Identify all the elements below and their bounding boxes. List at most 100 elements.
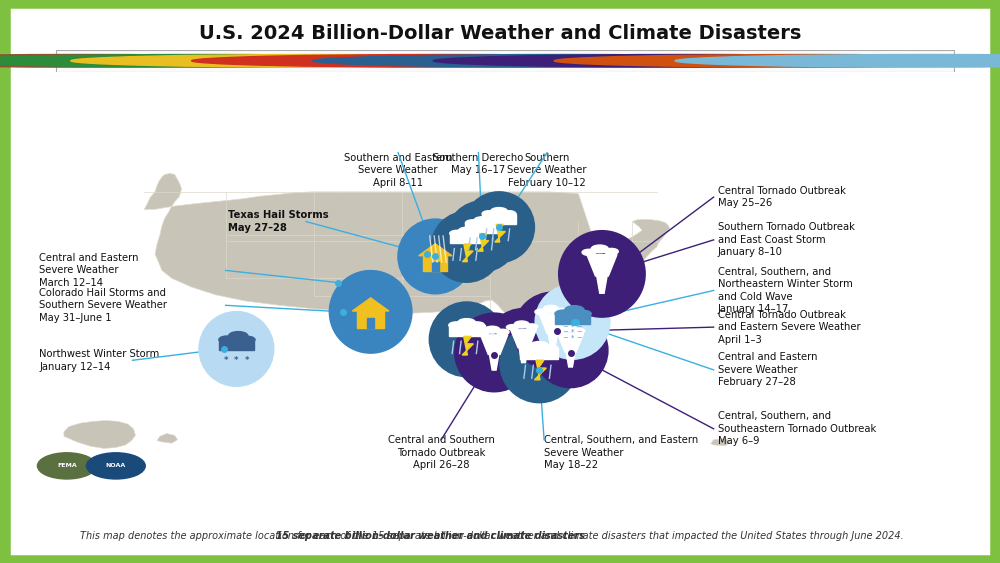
Circle shape <box>553 329 565 334</box>
Polygon shape <box>489 354 499 370</box>
Text: Flooding: Flooding <box>215 56 251 65</box>
Polygon shape <box>711 439 730 446</box>
Circle shape <box>450 230 464 236</box>
Circle shape <box>470 322 485 329</box>
Text: Southern Derecho
May 16–17: Southern Derecho May 16–17 <box>433 153 524 175</box>
Polygon shape <box>157 434 178 443</box>
Text: 15 separate billion-dollar weather and climate disasters: 15 separate billion-dollar weather and c… <box>80 531 585 541</box>
Polygon shape <box>587 254 617 276</box>
Circle shape <box>240 336 255 343</box>
Text: This map denotes the approximate location for each of the 15 separate billion-do: This map denotes the approximate locatio… <box>80 531 904 541</box>
Text: Southern Tornado Outbreak
and East Coast Storm
January 8–10: Southern Tornado Outbreak and East Coast… <box>718 222 854 257</box>
Text: Southern and Eastern
Severe Weather
April 8–11: Southern and Eastern Severe Weather Apri… <box>344 153 452 187</box>
Circle shape <box>530 342 549 350</box>
Text: Northwest Winter Storm
January 12–14: Northwest Winter Storm January 12–14 <box>39 349 160 372</box>
Text: F: F <box>550 327 556 337</box>
Polygon shape <box>510 329 537 348</box>
Text: ⚠: ⚠ <box>489 347 499 358</box>
Polygon shape <box>534 360 546 380</box>
Text: F: F <box>491 347 497 358</box>
Circle shape <box>86 453 145 479</box>
FancyBboxPatch shape <box>449 325 485 336</box>
Circle shape <box>229 332 248 340</box>
Ellipse shape <box>199 312 274 386</box>
Circle shape <box>502 211 516 217</box>
Ellipse shape <box>447 201 518 272</box>
Polygon shape <box>519 348 528 363</box>
Text: ☂: ☂ <box>490 343 498 354</box>
Circle shape <box>433 55 937 67</box>
Text: Colorado Hail Storms and
Southern Severe Weather
May 31–June 1: Colorado Hail Storms and Southern Severe… <box>39 288 167 323</box>
Text: F: F <box>521 341 526 350</box>
Polygon shape <box>462 244 473 262</box>
Ellipse shape <box>431 212 502 282</box>
Circle shape <box>675 55 1000 67</box>
FancyBboxPatch shape <box>219 338 254 350</box>
Text: Central Tornado Outbreak
and Eastern Severe Weather
April 1–3: Central Tornado Outbreak and Eastern Sev… <box>718 310 860 345</box>
Circle shape <box>0 55 333 67</box>
Text: Tornado Outbreak: Tornado Outbreak <box>698 56 775 65</box>
FancyBboxPatch shape <box>482 214 516 224</box>
Text: Central and Eastern
Severe Weather
March 12–14: Central and Eastern Severe Weather March… <box>39 253 139 288</box>
Text: Hail: Hail <box>335 56 352 65</box>
Polygon shape <box>144 173 670 371</box>
Text: FEMA: FEMA <box>57 463 77 468</box>
Circle shape <box>491 208 507 215</box>
Circle shape <box>470 230 484 236</box>
Polygon shape <box>480 335 508 354</box>
Circle shape <box>449 322 464 329</box>
Text: ☂: ☂ <box>549 323 557 333</box>
Polygon shape <box>478 234 489 251</box>
Circle shape <box>71 55 575 67</box>
Circle shape <box>526 324 538 329</box>
Ellipse shape <box>514 292 592 370</box>
Text: Central, Southern, and Eastern
Severe Weather
May 18–22: Central, Southern, and Eastern Severe We… <box>544 435 698 471</box>
Circle shape <box>554 55 1000 67</box>
FancyBboxPatch shape <box>555 314 590 324</box>
Circle shape <box>476 330 489 336</box>
Ellipse shape <box>329 271 412 353</box>
Ellipse shape <box>486 309 561 383</box>
Circle shape <box>313 55 817 67</box>
Text: ☂: ☂ <box>598 265 606 275</box>
Circle shape <box>37 453 96 479</box>
Circle shape <box>0 55 454 67</box>
Circle shape <box>561 325 576 332</box>
Circle shape <box>458 319 476 327</box>
Ellipse shape <box>533 313 608 387</box>
Circle shape <box>535 309 547 315</box>
Text: Central, Southern, and
Northeastern Winter Storm
and Cold Wave
January 14–17: Central, Southern, and Northeastern Wint… <box>718 267 852 314</box>
Polygon shape <box>352 298 389 311</box>
Ellipse shape <box>500 324 578 403</box>
Text: ⚠: ⚠ <box>566 345 575 355</box>
Circle shape <box>465 220 480 226</box>
Text: *: * <box>224 356 228 365</box>
Circle shape <box>591 245 608 253</box>
Circle shape <box>582 249 596 256</box>
Polygon shape <box>462 336 473 355</box>
Ellipse shape <box>455 313 533 392</box>
Text: U.S. 2024 Billion-Dollar Weather and Climate Disasters: U.S. 2024 Billion-Dollar Weather and Cli… <box>199 24 801 43</box>
Polygon shape <box>558 333 584 352</box>
Circle shape <box>485 220 499 226</box>
FancyBboxPatch shape <box>450 234 484 243</box>
Circle shape <box>474 217 491 224</box>
Circle shape <box>605 248 618 254</box>
Text: *: * <box>245 356 249 365</box>
Circle shape <box>496 329 509 335</box>
Text: Central, Southern, and
Southeastern Tornado Outbreak
May 6–9: Central, Southern, and Southeastern Torn… <box>718 411 876 446</box>
Text: F: F <box>568 346 573 355</box>
Polygon shape <box>597 276 607 293</box>
Text: NOAA: NOAA <box>106 463 126 468</box>
Text: Central and Southern
Tornado Outbreak
April 26–28: Central and Southern Tornado Outbreak Ap… <box>388 435 495 471</box>
Circle shape <box>484 326 500 333</box>
FancyBboxPatch shape <box>357 311 384 328</box>
Circle shape <box>506 325 518 330</box>
Text: ⚠: ⚠ <box>548 327 558 337</box>
Text: Hurricane: Hurricane <box>456 56 498 65</box>
FancyBboxPatch shape <box>367 319 374 328</box>
FancyBboxPatch shape <box>520 348 558 359</box>
Text: ~ * ~: ~ * ~ <box>563 324 582 330</box>
Ellipse shape <box>559 231 645 317</box>
Ellipse shape <box>464 192 534 262</box>
